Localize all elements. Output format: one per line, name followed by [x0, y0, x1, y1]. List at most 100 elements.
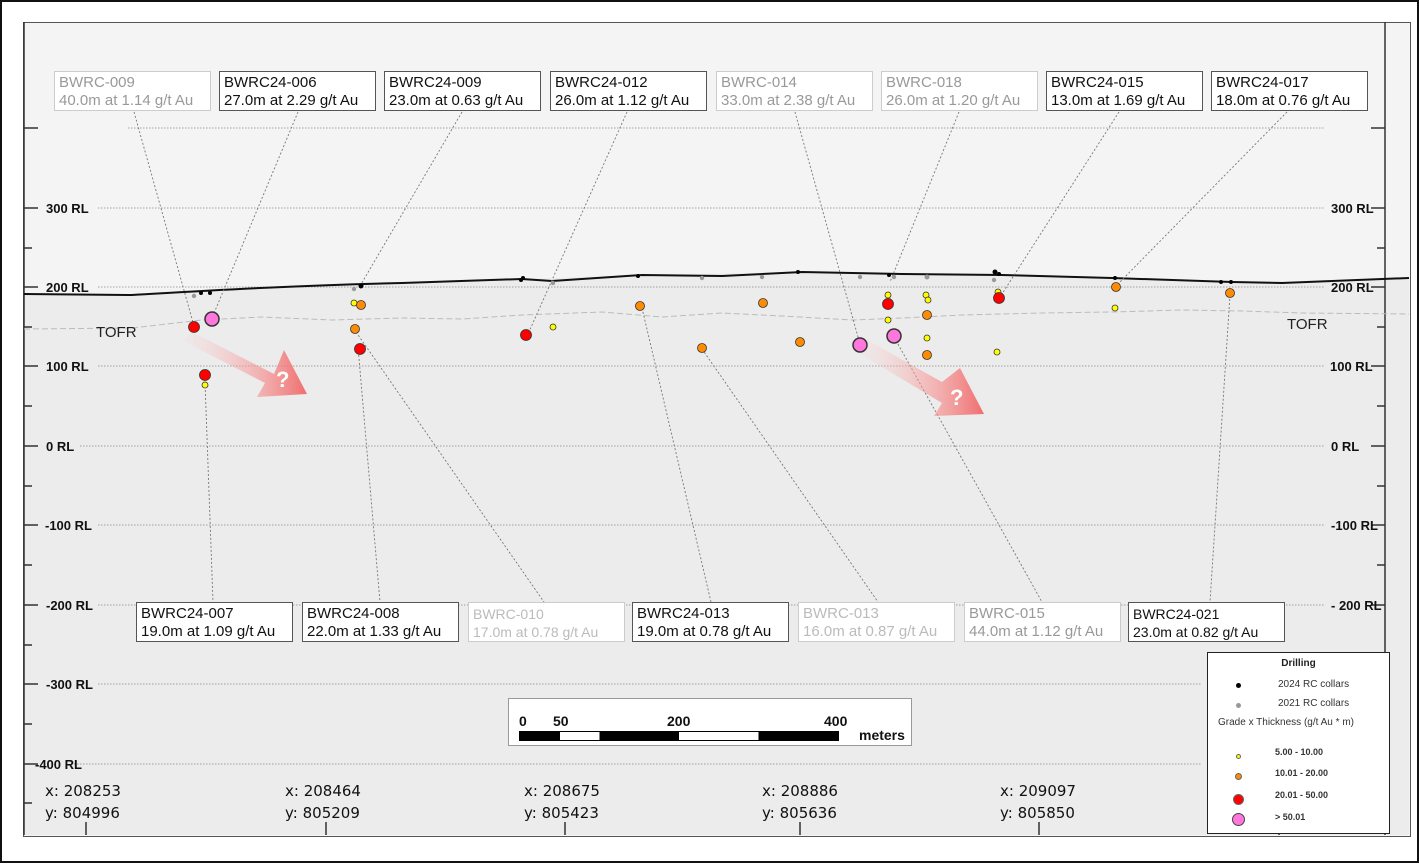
legend-title: Drilling: [1281, 658, 1316, 669]
hole-id: BWRC-014: [721, 74, 797, 91]
scale-graphic: [519, 731, 839, 741]
y-tick-right: 100 RL: [1330, 359, 1373, 374]
intercept-callout: BWRC24-013 19.0m at 0.78 g/t Au: [632, 602, 789, 642]
intercept-value: 44.0m at 1.12 g/t Au: [969, 623, 1104, 640]
legend-label: > 50.01: [1275, 812, 1306, 822]
intercept-callout: BWRC-014 33.0m at 2.38 g/t Au: [716, 71, 873, 111]
axis-ticks: [24, 127, 1385, 835]
collars-2021: [191, 274, 997, 299]
extension-arrow-right: [860, 340, 984, 416]
hole-id: BWRC24-017: [1216, 74, 1309, 91]
tofr-line: [23, 309, 1410, 330]
coordinate-label: x: 209097 y: 805850: [1000, 780, 1076, 824]
legend: Drilling 2024 RC collars 2021 RC collars…: [1207, 652, 1390, 834]
intercept-value: 18.0m at 0.76 g/t Au: [1216, 92, 1351, 109]
intercept-value: 17.0m at 0.78 g/t Au: [473, 624, 599, 640]
collar-2024-symbol: [1236, 683, 1241, 688]
y-tick-left: 100 RL: [46, 359, 89, 374]
intercept-value: 26.0m at 1.12 g/t Au: [555, 92, 690, 109]
intercept-value: 16.0m at 0.87 g/t Au: [803, 623, 938, 640]
y-tick-right: 300 RL: [1331, 201, 1374, 216]
drill-traces: [133, 111, 1288, 603]
coordinate-label: x: 208886 y: 805636: [762, 780, 838, 824]
legend-subtitle: Grade x Thickness (g/t Au * m): [1218, 717, 1354, 728]
northing: y: 804996: [45, 804, 120, 822]
coordinate-label: x: 208464 y: 805209: [285, 780, 361, 824]
uncertainty-marker-left: ?: [276, 367, 290, 392]
y-tick-left: 200 RL: [46, 280, 89, 295]
legend-label: 10.01 - 20.00: [1275, 768, 1329, 778]
hole-id: BWRC24-015: [1051, 74, 1144, 91]
northing: y: 805209: [285, 804, 360, 822]
legend-label: 20.01 - 50.00: [1275, 790, 1329, 800]
scale-tick: 0: [519, 713, 527, 729]
northing: y: 805423: [524, 804, 599, 822]
coordinate-label: x: 208253 y: 804996: [45, 780, 121, 824]
hole-id: BWRC-018: [886, 74, 962, 91]
legend-label: 2024 RC collars: [1278, 679, 1350, 690]
intercept-value: 26.0m at 1.20 g/t Au: [886, 92, 1021, 109]
y-tick-right: 0 RL: [1331, 439, 1360, 454]
intercept-value: 23.0m at 0.63 g/t Au: [389, 92, 524, 109]
intercepts: [188, 282, 1235, 389]
intercept-callout: BWRC-010 17.0m at 0.78 g/t Au: [468, 602, 625, 642]
y-tick-left: -400 RL: [35, 757, 82, 772]
grade-20-50-symbol: [1233, 794, 1244, 805]
hole-id: BWRC24-013: [637, 605, 730, 622]
northing: y: 805636: [762, 804, 837, 822]
grade-5-10-symbol: [1236, 754, 1241, 759]
y-tick-right: - 200 RL: [1331, 598, 1382, 613]
intercept-callout: BWRC-013 16.0m at 0.87 g/t Au: [798, 602, 955, 642]
y-tick-left: -100 RL: [45, 518, 92, 533]
hole-id: BWRC-015: [969, 605, 1045, 622]
intercept-value: 27.0m at 2.29 g/t Au: [224, 92, 359, 109]
hole-id: BWRC24-009: [389, 74, 482, 91]
y-tick-left: 0 RL: [46, 439, 75, 454]
extension-arrow-left: [183, 332, 307, 397]
tofr-label-right: TOFR: [1287, 316, 1328, 333]
intercept-value: 19.0m at 1.09 g/t Au: [141, 623, 276, 640]
collars-2024: [199, 269, 1233, 295]
y-tick-left: 300 RL: [46, 201, 89, 216]
intercept-callout: BWRC24-015 13.0m at 1.69 g/t Au: [1046, 71, 1203, 111]
intercept-callout: BWRC24-008 22.0m at 1.33 g/t Au: [302, 602, 459, 642]
easting: x: 208675: [524, 782, 600, 800]
intercept-value: 40.0m at 1.14 g/t Au: [59, 92, 194, 109]
hole-id: BWRC24-012: [555, 74, 648, 91]
hole-id: BWRC24-008: [307, 605, 400, 622]
intercept-callout: BWRC24-007 19.0m at 1.09 g/t Au: [136, 602, 293, 642]
intercept-value: 22.0m at 1.33 g/t Au: [307, 623, 442, 640]
collar-2021-symbol: [1236, 703, 1241, 708]
intercept-callout: BWRC-018 26.0m at 1.20 g/t Au: [881, 71, 1038, 111]
y-tick-left: -300 RL: [46, 677, 93, 692]
northing: y: 805850: [1000, 804, 1075, 822]
bedrock-area: [24, 272, 1409, 835]
grade-10-20-symbol: [1235, 773, 1242, 780]
hole-id: BWRC-013: [803, 605, 879, 622]
grade-50plus-symbol: [1232, 813, 1245, 826]
y-tick-right: -100 RL: [1331, 518, 1378, 533]
hole-id: BWRC-010: [473, 606, 544, 622]
intercept-callout: BWRC-015 44.0m at 1.12 g/t Au: [964, 602, 1121, 642]
easting: x: 208886: [762, 782, 838, 800]
easting: x: 208253: [45, 782, 121, 800]
intercept-value: 13.0m at 1.69 g/t Au: [1051, 92, 1186, 109]
y-tick-right: 200 RL: [1331, 280, 1374, 295]
coordinate-label: x: 208675 y: 805423: [524, 780, 600, 824]
scale-unit: meters: [859, 727, 905, 743]
easting: x: 208464: [285, 782, 361, 800]
intercept-callout: BWRC24-021 23.0m at 0.82 g/t Au: [1128, 602, 1285, 642]
intercept-callout: BWRC24-012 26.0m at 1.12 g/t Au: [550, 71, 707, 111]
intercept-callout: BWRC24-009 23.0m at 0.63 g/t Au: [384, 71, 541, 111]
legend-label: 5.00 - 10.00: [1275, 747, 1324, 757]
intercept-value: 23.0m at 0.82 g/t Au: [1133, 624, 1259, 640]
intercept-value: 19.0m at 0.78 g/t Au: [637, 623, 772, 640]
legend-label: 2021 RC collars: [1278, 698, 1350, 709]
intercept-callout: BWRC-009 40.0m at 1.14 g/t Au: [54, 71, 211, 111]
intercept-callout: BWRC24-017 18.0m at 0.76 g/t Au: [1211, 71, 1368, 111]
hole-id: BWRC24-006: [224, 74, 317, 91]
intercept-callout: BWRC24-006 27.0m at 2.29 g/t Au: [219, 71, 376, 111]
scale-bar: 0 50 200 400 meters: [508, 698, 912, 746]
